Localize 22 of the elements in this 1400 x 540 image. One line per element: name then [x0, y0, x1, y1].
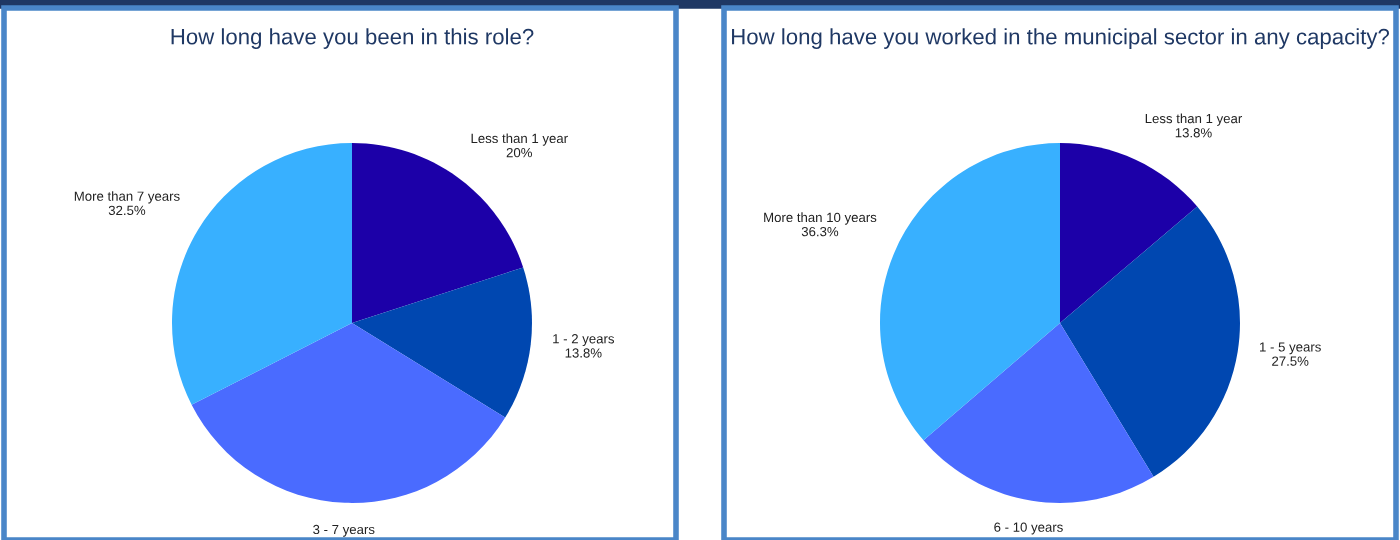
data-label: 36.3%: [801, 226, 839, 237]
pie-slice: [191, 323, 506, 503]
pie-slice: [923, 323, 1154, 503]
chart-title: How long have you worked in the municipal sector in any capacity?: [732, 28, 1389, 49]
slice-label: Less than 1 year: [1145, 113, 1243, 126]
chart-title: How long have you been in this role?: [171, 28, 534, 49]
slice-label: 1 - 5 years: [1260, 342, 1321, 355]
pie-slice: [1060, 206, 1240, 477]
data-label: 13.8%: [1175, 128, 1212, 138]
slice-label: 6 - 10 years: [994, 522, 1063, 535]
slice-label: More than 7 years: [74, 191, 180, 204]
slice-label: Less than 1 year: [471, 133, 568, 146]
pie-slice: [352, 267, 532, 418]
slice-label: 3 - 7 years: [313, 524, 375, 537]
data-label: 32.5%: [108, 205, 146, 216]
slice-label: More than 10 years: [764, 212, 877, 225]
pie-slice: [1060, 143, 1198, 323]
pie-slice: [880, 143, 1060, 441]
data-label: 20%: [506, 147, 533, 158]
data-label: 13.8%: [565, 348, 602, 358]
slice-label: 1 - 2 years: [553, 334, 615, 347]
data-label: 27.5%: [1272, 356, 1309, 366]
